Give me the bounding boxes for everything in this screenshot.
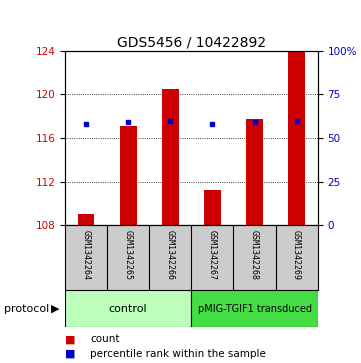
- Text: pMIG-TGIF1 transduced: pMIG-TGIF1 transduced: [197, 303, 312, 314]
- Text: GSM1342266: GSM1342266: [166, 230, 175, 280]
- Text: ▶: ▶: [51, 303, 59, 314]
- Bar: [162, 89, 179, 225]
- Text: count: count: [90, 334, 120, 344]
- Bar: [191, 290, 318, 327]
- Text: percentile rank within the sample: percentile rank within the sample: [90, 349, 266, 359]
- Text: GSM1342269: GSM1342269: [292, 230, 301, 280]
- Text: GSM1342267: GSM1342267: [208, 230, 217, 280]
- Bar: [246, 119, 263, 225]
- Bar: [204, 190, 221, 225]
- Text: ■: ■: [65, 334, 75, 344]
- Bar: [288, 51, 305, 225]
- Text: GSM1342268: GSM1342268: [250, 230, 259, 280]
- Text: GSM1342265: GSM1342265: [124, 230, 132, 280]
- Title: GDS5456 / 10422892: GDS5456 / 10422892: [117, 36, 266, 50]
- Text: protocol: protocol: [4, 303, 49, 314]
- Bar: [78, 214, 95, 225]
- Text: ■: ■: [65, 349, 75, 359]
- Text: GSM1342264: GSM1342264: [82, 230, 91, 280]
- Text: control: control: [109, 303, 147, 314]
- Bar: [120, 126, 136, 225]
- Bar: [65, 290, 191, 327]
